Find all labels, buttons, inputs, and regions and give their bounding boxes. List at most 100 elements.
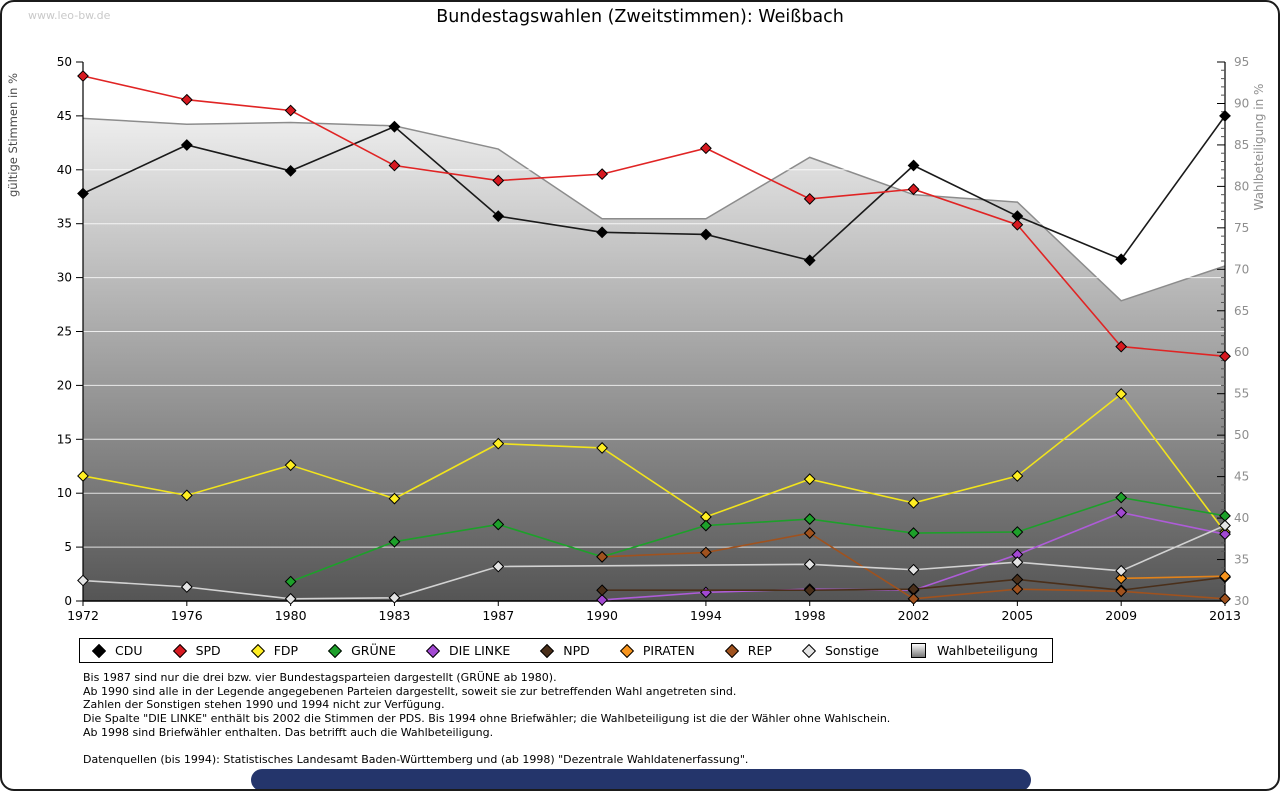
- marker-FDP: [284, 459, 297, 472]
- series-line-SPD: [82, 75, 1226, 358]
- x-tick-label: 1994: [690, 608, 722, 623]
- right-tick-label: 75: [1234, 221, 1249, 235]
- x-tick-label: 1998: [794, 608, 826, 623]
- marker-SPD: [1115, 340, 1128, 353]
- x-tick-label: 2002: [898, 608, 930, 623]
- marker-CDU: [1115, 253, 1128, 266]
- marker-GRÜNE: [284, 575, 297, 588]
- legend-label: Wahlbeteiligung: [937, 643, 1038, 658]
- marker-FDP: [1011, 470, 1024, 482]
- marker-Sonstige: [180, 581, 193, 593]
- left-tick-label: 35: [57, 217, 72, 231]
- marker-CDU: [596, 226, 608, 239]
- footnote-line: Datenquellen (bis 1994): Statistisches L…: [83, 753, 749, 767]
- series-marker-icon: [540, 643, 555, 658]
- legend-item-piraten: PIRATEN: [619, 643, 695, 658]
- marker-SPD: [1219, 350, 1231, 363]
- right-tick-label: 40: [1234, 511, 1249, 525]
- series-line-Sonstige: [82, 524, 1226, 600]
- marker-Sonstige: [388, 591, 401, 604]
- x-tick-label: 1983: [379, 608, 411, 623]
- series-marker-icon: [425, 643, 441, 658]
- left-tick-label: 20: [57, 378, 72, 392]
- marker-SPD: [803, 192, 816, 205]
- legend-item-rep: REP: [724, 643, 772, 658]
- x-tick-label: 1972: [67, 608, 99, 623]
- marker-Sonstige: [77, 574, 89, 587]
- right-tick-label: 70: [1234, 262, 1249, 276]
- page-title: Bundestagswahlen (Zweitstimmen): Weißbac…: [436, 7, 844, 27]
- series-line-NPD: [602, 576, 1226, 592]
- left-tick-label: 15: [57, 432, 72, 446]
- series-marker-icon: [328, 643, 343, 658]
- footnote-line: Ab 1998 sind Briefwähler enthalten. Das …: [83, 725, 494, 739]
- marker-REP: [1219, 592, 1231, 605]
- election-line-chart: 0 5 10 15 20 25 30 35 40 45 50 30 35 40 45 50 55 60 65 70 75…: [6, 55, 1266, 623]
- marker-GRÜNE: [1011, 526, 1024, 538]
- series-marker-icon: [801, 643, 817, 658]
- series-marker-icon: [724, 643, 739, 658]
- right-tick-label: 90: [1234, 96, 1249, 110]
- legend-label: Sonstige: [824, 643, 879, 658]
- marker-SPD: [596, 168, 608, 181]
- right-tick-label: 95: [1234, 55, 1249, 69]
- left-tick-label: 10: [57, 486, 72, 500]
- marker-Sonstige: [492, 560, 505, 573]
- marker-NPD: [803, 584, 816, 597]
- marker-GRÜNE: [700, 519, 712, 532]
- left-tick-label: 45: [57, 109, 72, 123]
- marker-Sonstige: [1219, 519, 1231, 532]
- legend-label: FDP: [273, 643, 299, 658]
- marker-REP: [596, 550, 608, 563]
- marker-REP: [907, 592, 920, 605]
- legend-label: PIRATEN: [642, 643, 695, 658]
- marker-REP: [1011, 583, 1024, 596]
- marker-DIE LINKE: [1115, 506, 1128, 519]
- marker-REP: [1115, 585, 1128, 598]
- chart-area: 0 5 10 15 20 25 30 35 40 45 50 30 35 40 45 50 55 60 65 70 75…: [2, 2, 1278, 638]
- right-axis-title: Wahlbeteiligung in %: [1252, 84, 1266, 211]
- turnout-area: [83, 118, 1225, 601]
- series-line-PIRATEN: [1121, 575, 1226, 580]
- legend-item-fdp: FDP: [250, 643, 299, 658]
- x-tick-label: 1990: [586, 608, 618, 623]
- marker-PIRATEN: [1115, 572, 1128, 585]
- footnote-line: Bis 1987 sind nur die drei bzw. vier Bun…: [83, 671, 557, 684]
- x-tick-label: 1976: [171, 608, 203, 623]
- marker-CDU: [180, 139, 193, 151]
- legend-label: GRÜNE: [351, 643, 396, 658]
- right-tick-label: 30: [1234, 594, 1249, 608]
- legend-item-die-linke: DIE LINKE: [425, 643, 511, 658]
- legend-item-grüne: GRÜNE: [328, 643, 396, 658]
- left-tick-label: 30: [57, 271, 72, 285]
- legend-item-wahlbeteiligung: Wahlbeteiligung: [911, 643, 1038, 658]
- left-tick-label: 0: [64, 594, 72, 608]
- footnote-line: Ab 1990 sind alle in der Legende angegeb…: [83, 684, 737, 698]
- marker-GRÜNE: [388, 535, 401, 548]
- marker-FDP: [803, 473, 816, 486]
- marker-CDU: [907, 159, 920, 172]
- x-tick-label: 2009: [1105, 608, 1137, 623]
- footnote-line: [83, 740, 890, 754]
- legend-label: REP: [747, 643, 772, 658]
- left-tick-label: 50: [57, 55, 72, 69]
- legend-label: DIE LINKE: [448, 643, 511, 658]
- marker-CDU: [803, 254, 816, 267]
- marker-Sonstige: [1011, 556, 1024, 569]
- marker-GRÜNE: [907, 527, 920, 539]
- marker-CDU: [1219, 109, 1231, 122]
- marker-GRÜNE: [1115, 491, 1128, 504]
- marker-SPD: [77, 70, 89, 82]
- turnout-swatch-icon: [911, 643, 927, 658]
- marker-FDP: [180, 489, 193, 502]
- marker-Sonstige: [803, 558, 816, 571]
- series-line-FDP: [82, 392, 1226, 533]
- marker-CDU: [284, 164, 297, 177]
- watermark-link: www.leo-bw.de: [28, 9, 111, 22]
- turnout-edge-line: [82, 117, 1226, 302]
- x-tick-label: 1987: [482, 608, 514, 623]
- x-tick-label: 2005: [1001, 608, 1033, 623]
- marker-CDU: [77, 187, 89, 200]
- series-marker-icon: [172, 643, 187, 658]
- marker-SPD: [180, 93, 193, 106]
